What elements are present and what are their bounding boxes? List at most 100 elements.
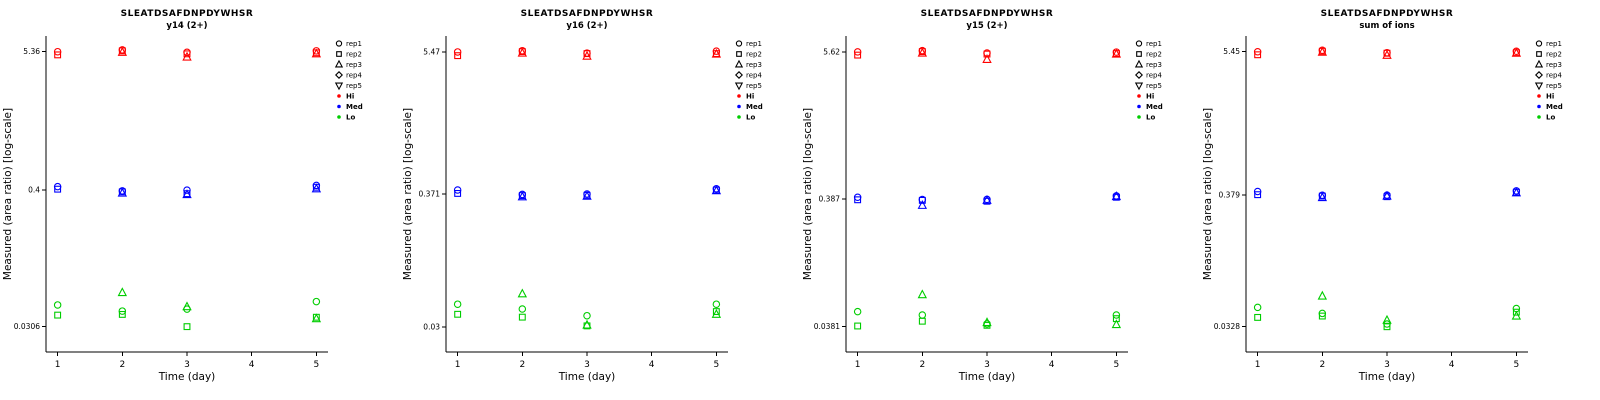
square-marker — [918, 317, 926, 325]
x-tick-label: 4 — [249, 360, 255, 370]
triangle-up-marker — [517, 288, 528, 298]
legend-level-swatch — [1537, 115, 1541, 119]
x-tick-label: 1 — [455, 360, 461, 370]
square-marker — [118, 310, 126, 318]
circle-marker — [453, 300, 462, 308]
legend-rep-label: rep5 — [346, 82, 362, 90]
circle-marker — [1135, 40, 1143, 47]
x-axis-label: Time (day) — [158, 371, 216, 383]
chart-panel-y16: SLEATDSAFDNPDYWHSR y16 (2+) Measured (ar… — [400, 0, 800, 400]
triangle-up-marker — [917, 199, 928, 209]
chart-subtitle: y16 (2+) — [566, 21, 608, 31]
square-marker — [854, 51, 862, 59]
circle-marker — [712, 300, 721, 308]
triangle-down-marker — [334, 82, 344, 91]
legend-level-swatch — [737, 104, 741, 109]
legend-level-label: Lo — [746, 114, 755, 122]
square-marker — [583, 50, 591, 58]
legend-level-label: Med — [346, 103, 363, 111]
x-tick-label: 1 — [55, 360, 61, 370]
triangle-up-marker — [311, 183, 322, 193]
square-marker — [336, 51, 342, 57]
triangle-up-marker — [1111, 319, 1122, 329]
x-tick-label: 2 — [919, 360, 925, 370]
plot-area: 1 2 3 4 5 5.45 0.379 0.0328 rep1 rep2 rep3 rep4 rep5… — [1214, 36, 1563, 370]
legend-level-swatch — [1537, 94, 1541, 98]
legend-rep-label: rep3 — [1546, 61, 1562, 69]
y-tick-label: 5.45 — [1223, 47, 1240, 56]
circle-marker — [312, 297, 321, 306]
square-marker — [1254, 313, 1262, 321]
legend-level-swatch — [1137, 104, 1141, 109]
triangle-down-marker — [1534, 82, 1544, 91]
circle-marker — [1112, 311, 1121, 319]
x-tick-label: 5 — [313, 360, 319, 370]
triangle-up-marker — [1511, 47, 1522, 57]
legend-level-swatch — [1537, 104, 1541, 109]
square-marker — [854, 196, 862, 204]
legend-rep-label: rep4 — [1146, 72, 1162, 80]
legend-rep-label: rep2 — [1146, 51, 1162, 59]
triangle-up-marker — [1317, 46, 1328, 56]
square-marker — [1136, 51, 1142, 57]
legend-rep-label: rep5 — [746, 82, 762, 90]
legend-rep-label: rep4 — [746, 72, 762, 80]
x-axis-label: Time (day) — [958, 371, 1016, 383]
triangle-up-marker — [1111, 48, 1122, 58]
legend-rep-label: rep2 — [346, 51, 362, 59]
triangle-down-marker — [734, 82, 744, 91]
chart-title: SLEATDSAFDNPDYWHSR — [520, 9, 654, 19]
x-tick-label: 4 — [1049, 360, 1055, 370]
diamond-marker — [1535, 71, 1543, 79]
title-block: SLEATDSAFDNPDYWHSR sum of ions — [1246, 10, 1528, 31]
y-tick-label: 0.4 — [28, 185, 40, 194]
diamond-marker — [335, 71, 343, 79]
triangle-up-marker — [182, 301, 192, 311]
square-marker — [1318, 312, 1326, 320]
square-marker — [54, 311, 62, 319]
x-tick-label: 3 — [184, 360, 190, 370]
x-tick-label: 3 — [584, 360, 590, 370]
legend-rep-label: rep1 — [1146, 40, 1162, 48]
chart-title: SLEATDSAFDNPDYWHSR — [120, 9, 254, 19]
title-block: SLEATDSAFDNPDYWHSR y16 (2+) — [446, 10, 728, 31]
triangle-up-marker — [582, 50, 592, 60]
y-tick-label: 0.0306 — [14, 322, 40, 331]
triangle-up-marker — [582, 319, 592, 329]
legend-rep-label: rep1 — [746, 40, 762, 48]
triangle-up-marker — [734, 59, 744, 68]
y-tick-label: 5.36 — [23, 47, 40, 56]
y-tick-label: 0.0381 — [814, 322, 840, 331]
legend-rep-label: rep1 — [1546, 40, 1562, 48]
triangle-up-marker — [117, 287, 128, 297]
circle-marker — [583, 311, 591, 320]
triangle-up-marker — [1317, 192, 1328, 202]
chart-subtitle: sum of ions — [1359, 21, 1415, 31]
square-marker — [1254, 51, 1262, 59]
circle-marker — [53, 301, 62, 309]
square-marker — [736, 51, 742, 57]
x-tick-label: 4 — [1449, 360, 1455, 370]
legend-rep-label: rep5 — [1146, 82, 1162, 90]
y-tick-label: 5.62 — [823, 47, 840, 56]
y-tick-label: 0.03 — [423, 322, 440, 331]
chart-title: SLEATDSAFDNPDYWHSR — [1320, 9, 1454, 19]
triangle-up-marker — [517, 47, 528, 57]
title-block: SLEATDSAFDNPDYWHSR y14 (2+) — [46, 10, 328, 31]
x-tick-label: 3 — [984, 360, 990, 370]
square-marker — [1536, 51, 1542, 57]
x-tick-label: 5 — [713, 360, 719, 370]
legend-rep-label: rep4 — [1546, 72, 1562, 80]
chart-title: SLEATDSAFDNPDYWHSR — [920, 9, 1054, 19]
triangle-up-marker — [182, 51, 192, 61]
x-tick-label: 5 — [1513, 360, 1519, 370]
triangle-up-marker — [1511, 310, 1522, 320]
square-marker — [454, 189, 462, 197]
triangle-up-marker — [711, 308, 722, 318]
triangle-up-marker — [311, 48, 322, 58]
square-marker — [183, 323, 191, 331]
square-marker — [454, 310, 462, 318]
square-marker — [854, 322, 862, 330]
diamond-marker — [1135, 71, 1143, 79]
legend-level-label: Med — [1546, 103, 1563, 111]
